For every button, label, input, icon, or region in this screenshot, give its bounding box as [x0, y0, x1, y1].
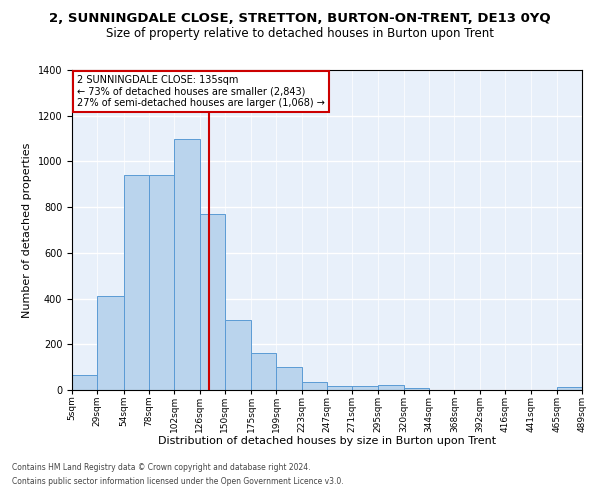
Bar	[327, 386, 352, 390]
Bar	[199, 214, 225, 390]
X-axis label: Distribution of detached houses by size in Burton upon Trent: Distribution of detached houses by size …	[158, 436, 496, 446]
Bar	[557, 388, 582, 390]
Text: Size of property relative to detached houses in Burton upon Trent: Size of property relative to detached ho…	[106, 28, 494, 40]
Text: Contains HM Land Registry data © Crown copyright and database right 2024.: Contains HM Land Registry data © Crown c…	[12, 464, 311, 472]
Text: Contains public sector information licensed under the Open Government Licence v3: Contains public sector information licen…	[12, 477, 344, 486]
Bar	[97, 296, 124, 390]
Bar	[174, 138, 199, 390]
Bar	[124, 175, 149, 390]
Bar	[225, 320, 251, 390]
Bar	[251, 354, 277, 390]
Bar	[302, 382, 327, 390]
Bar	[72, 375, 97, 390]
Text: 2, SUNNINGDALE CLOSE, STRETTON, BURTON-ON-TRENT, DE13 0YQ: 2, SUNNINGDALE CLOSE, STRETTON, BURTON-O…	[49, 12, 551, 26]
Bar	[149, 175, 174, 390]
Bar	[404, 388, 429, 390]
Bar	[377, 386, 404, 390]
Text: 2 SUNNINGDALE CLOSE: 135sqm
← 73% of detached houses are smaller (2,843)
27% of : 2 SUNNINGDALE CLOSE: 135sqm ← 73% of det…	[77, 75, 325, 108]
Bar	[352, 386, 377, 390]
Y-axis label: Number of detached properties: Number of detached properties	[22, 142, 32, 318]
Bar	[277, 367, 302, 390]
